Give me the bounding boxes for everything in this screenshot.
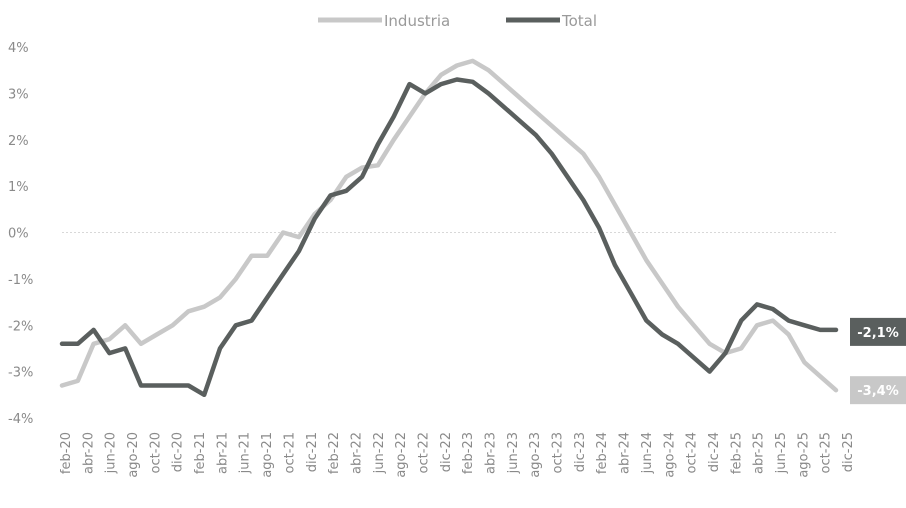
y-tick-label: 1%	[8, 180, 29, 195]
x-tick-label: oct-25	[819, 432, 834, 473]
x-tick-label: abr-24	[618, 432, 633, 474]
x-tick-label: abr-23	[484, 432, 499, 474]
legend-label-industria: Industria	[384, 12, 450, 30]
x-tick-label: ago-22	[394, 432, 409, 478]
x-tick-label: dic-22	[439, 432, 454, 472]
x-tick-label: oct-24	[685, 432, 700, 473]
x-tick-label: oct-21	[282, 432, 297, 473]
end-label-box-total	[850, 317, 906, 346]
x-tick-label: feb-23	[461, 432, 476, 474]
x-tick-label: jun-23	[506, 432, 521, 474]
x-tick-label: jun-22	[372, 432, 387, 474]
x-tick-label: ago-23	[528, 432, 543, 478]
y-axis-ticks: 4% 3% 2% 1% 0% -1% -2% -3% -4%	[8, 41, 33, 427]
y-tick-label: -2%	[8, 319, 33, 334]
x-tick-label: ago-24	[662, 432, 677, 478]
y-tick-label: 0%	[8, 227, 29, 242]
x-tick-label: dic-21	[305, 432, 320, 472]
x-tick-label: ago-21	[260, 432, 275, 478]
series-line-total	[59, 77, 839, 398]
x-tick-label: abr-20	[81, 432, 96, 474]
legend: Industria Total	[318, 12, 597, 30]
y-tick-label: -4%	[8, 412, 33, 427]
y-tick-label: 4%	[8, 41, 29, 56]
series-line-industria	[59, 58, 839, 393]
x-tick-label: dic-24	[707, 432, 722, 472]
x-tick-label: ago-25	[796, 432, 811, 478]
x-tick-label: abr-22	[350, 432, 365, 474]
x-tick-label: jun-20	[104, 432, 119, 474]
x-tick-label: feb-20	[59, 432, 74, 474]
y-tick-label: 2%	[8, 134, 29, 149]
y-tick-label: -1%	[8, 273, 33, 288]
end-label-total: -2,1%	[857, 326, 898, 341]
series-lines	[59, 58, 839, 398]
end-label-industria: -3,4%	[857, 384, 898, 399]
x-axis-ticks: feb-20 abr-20 jun-20 ago-20 oct-20 dic-20 feb-…	[59, 432, 856, 478]
x-tick-label: feb-24	[595, 432, 610, 474]
x-tick-label: jun-24	[640, 432, 655, 474]
x-tick-label: jun-21	[238, 432, 253, 474]
x-tick-label: oct-20	[148, 432, 163, 473]
y-tick-label: 3%	[8, 87, 29, 102]
x-tick-label: abr-25	[752, 432, 767, 474]
x-tick-label: dic-23	[573, 432, 588, 472]
x-tick-label: oct-23	[551, 432, 566, 473]
x-tick-label: oct-22	[417, 432, 432, 473]
x-tick-label: dic-20	[171, 432, 186, 472]
x-tick-label: jun-25	[774, 432, 789, 474]
x-tick-label: ago-20	[126, 432, 141, 478]
x-tick-label: feb-25	[729, 432, 744, 474]
x-tick-label: feb-21	[193, 432, 208, 474]
end-labels: -3,4% -2,1%	[850, 317, 906, 405]
x-tick-label: feb-22	[327, 432, 342, 474]
x-tick-label: dic-25	[841, 432, 856, 472]
y-tick-label: -3%	[8, 366, 33, 381]
x-tick-label: abr-21	[215, 432, 230, 474]
end-label-box-industria	[850, 376, 906, 405]
legend-label-total: Total	[561, 12, 597, 30]
